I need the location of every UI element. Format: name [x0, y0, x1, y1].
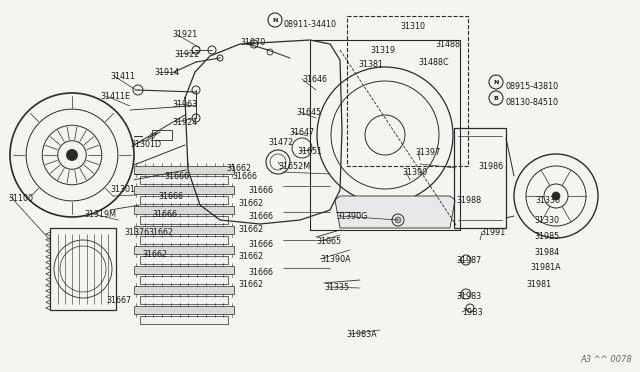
Circle shape: [552, 192, 560, 200]
Text: 31336: 31336: [535, 196, 560, 205]
Text: 31666: 31666: [248, 212, 273, 221]
Bar: [140, 196, 228, 204]
Text: 31922: 31922: [174, 50, 200, 59]
Text: 31390A: 31390A: [320, 255, 351, 264]
Text: 31666: 31666: [248, 240, 273, 249]
Text: 31662: 31662: [142, 250, 167, 259]
Text: 31645: 31645: [296, 108, 321, 117]
Bar: [140, 176, 228, 184]
Text: 31666: 31666: [152, 210, 177, 219]
Text: 31921: 31921: [172, 30, 197, 39]
Bar: [50, 228, 116, 310]
Bar: [134, 286, 234, 294]
Text: N: N: [493, 80, 499, 84]
Text: 31662: 31662: [238, 280, 263, 289]
Text: 31985: 31985: [534, 232, 559, 241]
Bar: [152, 130, 172, 140]
Polygon shape: [335, 196, 455, 228]
Circle shape: [67, 150, 77, 161]
Text: 31319: 31319: [370, 46, 395, 55]
Bar: [140, 216, 228, 224]
Text: 31662: 31662: [238, 225, 263, 234]
Bar: [140, 276, 228, 284]
Bar: [134, 266, 234, 274]
Bar: [454, 128, 506, 228]
Text: 31666: 31666: [158, 192, 183, 201]
Text: 31100: 31100: [8, 194, 33, 203]
Text: 31666: 31666: [164, 172, 189, 181]
Text: 31987: 31987: [456, 256, 481, 265]
Text: 31397: 31397: [415, 148, 440, 157]
Text: 31472: 31472: [268, 138, 293, 147]
Text: 08130-84510: 08130-84510: [505, 98, 558, 107]
Text: B: B: [493, 96, 499, 100]
Text: 31666: 31666: [248, 186, 273, 195]
Bar: [134, 226, 234, 234]
Text: 31646: 31646: [302, 75, 327, 84]
Bar: [134, 246, 234, 254]
Text: 31330: 31330: [534, 216, 559, 225]
Text: 31991: 31991: [480, 228, 505, 237]
Text: 31984: 31984: [534, 248, 559, 257]
Text: 31411E: 31411E: [100, 92, 130, 101]
Bar: [134, 166, 234, 174]
Text: 31963: 31963: [172, 100, 197, 109]
Bar: [140, 296, 228, 304]
Text: 31411: 31411: [110, 72, 135, 81]
Text: 31662: 31662: [148, 228, 173, 237]
Text: 31662: 31662: [226, 164, 251, 173]
Bar: [347, 16, 468, 166]
Text: 31981A: 31981A: [530, 263, 561, 272]
Text: 31310: 31310: [400, 22, 425, 31]
Text: A3 ^^ 0078: A3 ^^ 0078: [580, 355, 632, 364]
Text: 31667: 31667: [106, 296, 131, 305]
Text: 31651: 31651: [297, 147, 322, 156]
Circle shape: [395, 217, 401, 223]
Text: 31301D: 31301D: [130, 140, 161, 149]
Text: 31335: 31335: [324, 283, 349, 292]
Bar: [134, 306, 234, 314]
Text: 08915-43810: 08915-43810: [505, 82, 558, 91]
Text: 31666: 31666: [232, 172, 257, 181]
Text: 31301: 31301: [110, 185, 135, 194]
Text: 08911-34410: 08911-34410: [284, 20, 337, 29]
Text: 31970: 31970: [240, 38, 265, 47]
Text: 31381: 31381: [358, 60, 383, 69]
Text: 31319M: 31319M: [84, 210, 116, 219]
Text: 31988: 31988: [456, 196, 481, 205]
Text: 31488: 31488: [435, 40, 460, 49]
Text: 31983: 31983: [456, 292, 481, 301]
Bar: [140, 316, 228, 324]
Text: N: N: [272, 17, 278, 22]
Text: 31390G: 31390G: [336, 212, 367, 221]
Text: 19B3: 19B3: [462, 308, 483, 317]
Bar: [140, 236, 228, 244]
Text: 31390: 31390: [402, 168, 427, 177]
Text: 31662: 31662: [238, 252, 263, 261]
Text: 31488C: 31488C: [418, 58, 449, 67]
Bar: [140, 256, 228, 264]
Text: 31652M: 31652M: [278, 162, 310, 171]
Text: 31986: 31986: [478, 162, 503, 171]
Text: 31924: 31924: [172, 118, 197, 127]
Text: 31981: 31981: [526, 280, 551, 289]
Text: 31662: 31662: [238, 199, 263, 208]
Text: 31914: 31914: [154, 68, 179, 77]
Text: 31376: 31376: [124, 228, 149, 237]
Bar: [134, 206, 234, 214]
Text: 31065: 31065: [316, 237, 341, 246]
Text: 31983A: 31983A: [346, 330, 376, 339]
Bar: [134, 186, 234, 194]
Text: 31666: 31666: [248, 268, 273, 277]
Text: 31647: 31647: [289, 128, 314, 137]
